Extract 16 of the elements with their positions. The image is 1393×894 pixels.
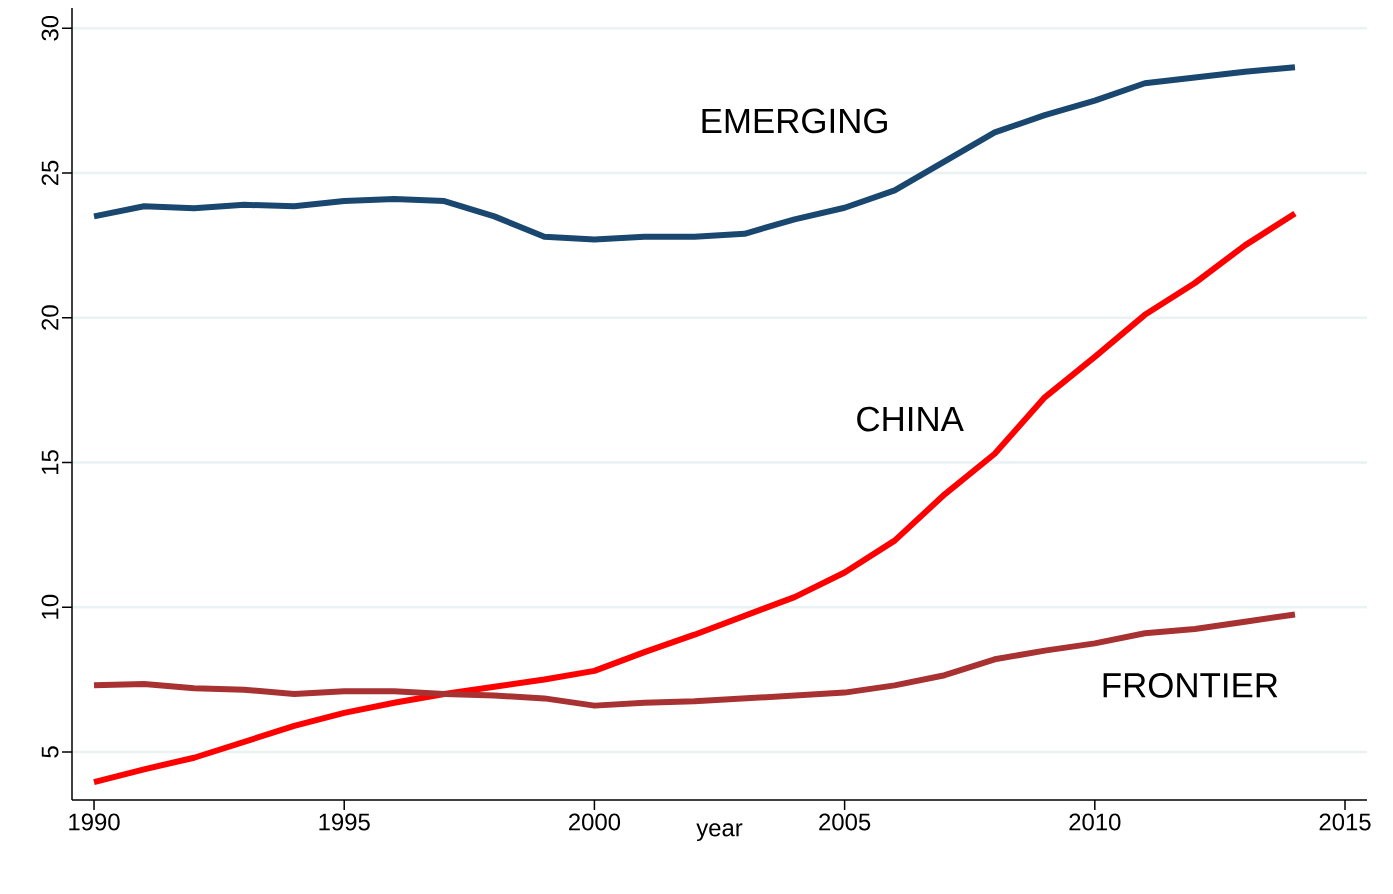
series-label: FRONTIER: [1103, 673, 1278, 698]
x-tick-label: 1995: [319, 813, 370, 831]
series-label: EMERGING: [702, 108, 887, 134]
series-label: CHINA: [857, 406, 964, 432]
x-tick-label: 1990: [69, 813, 120, 831]
y-tick-label: 5: [41, 746, 59, 758]
y-tick-label: 20: [41, 305, 59, 330]
y-tick-label: 10: [41, 594, 59, 619]
x-tick-label: 2000: [569, 813, 621, 831]
y-tick-label: 15: [41, 450, 59, 474]
x-tick-label: 2015: [1319, 813, 1371, 831]
x-tick-label: 2005: [819, 813, 871, 831]
y-tick-label: 30: [41, 15, 59, 41]
y-tick-label: 25: [41, 160, 59, 186]
x-axis-title: year: [696, 823, 743, 842]
x-tick-label: 2010: [1069, 813, 1121, 831]
